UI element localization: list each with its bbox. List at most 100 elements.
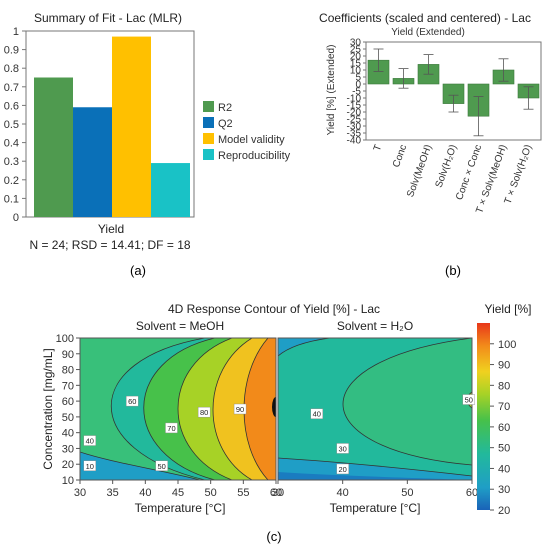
contour-label: 20 bbox=[338, 465, 346, 474]
colorbar-tick-label: 20 bbox=[498, 505, 510, 517]
panel-label-c: (c) bbox=[266, 529, 281, 544]
chart-b-ytick-label: -15 bbox=[347, 101, 362, 112]
chart-a-ytick-label: 0.1 bbox=[4, 193, 19, 205]
legend-label: Q2 bbox=[218, 118, 233, 130]
contour-label: 40 bbox=[86, 437, 94, 446]
chart-c-xtick-label: 45 bbox=[172, 487, 184, 499]
chart-a-ytick-label: 0.3 bbox=[4, 156, 19, 168]
chart-a-ytick-label: 0.4 bbox=[4, 138, 19, 150]
chart-b-xtick-label: Solv(H₂O) bbox=[434, 143, 460, 189]
chart-a-ytick-label: 0.8 bbox=[4, 63, 19, 75]
chart-c-ytick-label: 100 bbox=[56, 333, 74, 345]
legend-swatch bbox=[203, 149, 214, 160]
chart-b-xtick-label: Conc bbox=[391, 143, 409, 169]
chart-c-ytick-label: 70 bbox=[62, 380, 74, 392]
chart-b-ytick-label: -20 bbox=[347, 108, 362, 119]
chart-a-ytick-label: 0.9 bbox=[4, 45, 19, 57]
chart-c-ylabel: Concentration [mg/mL] bbox=[41, 348, 55, 469]
contour-label-box bbox=[336, 463, 349, 475]
chart-a-footnote: N = 24; RSD = 14.41; DF = 18 bbox=[29, 238, 190, 252]
colorbar-tick-label: 80 bbox=[498, 380, 510, 392]
contour-label-box bbox=[83, 435, 97, 446]
chart-b: Coefficients (scaled and centered) - Lac… bbox=[319, 11, 542, 278]
contour-label: 60 bbox=[128, 397, 136, 406]
contour-label-box bbox=[126, 395, 139, 407]
chart-c-right-title: Solvent = H₂O bbox=[337, 319, 413, 333]
contour-label-box bbox=[197, 406, 211, 418]
legend-label: Reproducibility bbox=[218, 150, 291, 162]
chart-b-ytick-label: 5 bbox=[355, 73, 361, 84]
chart-c-ytick-label: 50 bbox=[62, 412, 74, 424]
contour-label: 80 bbox=[200, 408, 208, 417]
chart-b-ytick-label: -25 bbox=[347, 115, 362, 126]
chart-b-ytick-label: 0 bbox=[355, 80, 361, 91]
contour-label: 30 bbox=[338, 444, 346, 453]
panel-label-b: (b) bbox=[445, 263, 461, 278]
chart-b-ylabel: Yield [%] (Extended) bbox=[326, 45, 337, 136]
chart-b-title: Coefficients (scaled and centered) - Lac bbox=[319, 11, 531, 25]
chart-b-xtick-label: T bbox=[372, 143, 384, 153]
chart-c-xlabel-right: Temperature [°C] bbox=[330, 501, 421, 515]
legend-swatch bbox=[203, 117, 214, 128]
contour-panel-meoh bbox=[80, 338, 276, 480]
chart-c-left-title: Solvent = MeOH bbox=[136, 319, 224, 333]
chart-b-ytick-label: 30 bbox=[350, 38, 362, 49]
chart-a-ytick-label: 0.7 bbox=[4, 82, 19, 94]
contour-label: 50 bbox=[465, 396, 473, 405]
contour-label-box bbox=[310, 408, 323, 419]
contour-panel-h2o bbox=[278, 338, 472, 480]
contour-label-box bbox=[165, 422, 178, 434]
colorbar-tick-label: 50 bbox=[498, 443, 510, 455]
colorbar-tick-label: 100 bbox=[498, 339, 516, 351]
chart-c-ytick-label: 60 bbox=[62, 396, 74, 408]
chart-c-ytick-label: 80 bbox=[62, 365, 74, 377]
chart-c-xtick-label: 60 bbox=[270, 487, 282, 499]
chart-c-xtick-label: 35 bbox=[107, 487, 119, 499]
chart-c-xtick-label: 60 bbox=[466, 487, 478, 499]
chart-b-ytick-label: -30 bbox=[347, 122, 362, 133]
chart-a-bar-reproducibility bbox=[151, 163, 190, 217]
colorbar bbox=[477, 323, 490, 510]
contour-label: 90 bbox=[236, 405, 244, 414]
chart-b-ytick-label: 20 bbox=[350, 52, 362, 63]
colorbar-label: Yield [%] bbox=[485, 302, 532, 316]
contour-label-box bbox=[462, 394, 475, 405]
chart-c-xtick-label: 30 bbox=[272, 487, 284, 499]
contour-label: 50 bbox=[157, 462, 165, 471]
legend-label: R2 bbox=[218, 102, 232, 114]
chart-a-bar-q2 bbox=[73, 107, 112, 217]
chart-c-ytick-label: 90 bbox=[62, 349, 74, 361]
colorbar-tick-label: 90 bbox=[498, 360, 510, 372]
contour-label-box bbox=[155, 460, 168, 471]
contour-label: 70 bbox=[167, 424, 175, 433]
chart-c: 4D Response Contour of Yield [%] - Lac S… bbox=[41, 302, 531, 544]
chart-b-ytick-label: 15 bbox=[350, 59, 362, 70]
chart-c-xtick-label: 30 bbox=[74, 487, 86, 499]
chart-b-ytick-label: -10 bbox=[347, 94, 362, 105]
chart-c-ytick-label: 20 bbox=[62, 459, 74, 471]
chart-b-ytick-label: -35 bbox=[347, 129, 362, 140]
chart-c-ytick-label: 10 bbox=[62, 475, 74, 487]
chart-a-bar-r2 bbox=[34, 77, 73, 217]
chart-a-xlabel: Yield bbox=[98, 222, 124, 236]
chart-c-xlabel-left: Temperature [°C] bbox=[135, 501, 226, 515]
contour-panel-h2o-frame bbox=[277, 337, 473, 481]
chart-c-ytick-label: 40 bbox=[62, 428, 74, 440]
colorbar-tick-label: 40 bbox=[498, 463, 510, 475]
chart-b-ytick-label: -40 bbox=[347, 136, 362, 147]
chart-b-ytick-label: 25 bbox=[350, 45, 362, 56]
chart-b-subtitle: Yield (Extended) bbox=[391, 27, 465, 38]
chart-a-title: Summary of Fit - Lac (MLR) bbox=[34, 11, 182, 25]
chart-a-ytick-label: 0.5 bbox=[4, 119, 19, 131]
contour-label-box bbox=[233, 403, 247, 415]
chart-b-xtick-label: Solv(MeOH) bbox=[405, 143, 434, 198]
chart-a-ytick-label: 0.2 bbox=[4, 175, 19, 187]
chart-c-xtick-label: 50 bbox=[205, 487, 217, 499]
chart-c-xtick-label: 50 bbox=[401, 487, 413, 499]
chart-c-ytick-label: 30 bbox=[62, 443, 74, 455]
legend-swatch bbox=[203, 101, 214, 112]
colorbar-tick-label: 60 bbox=[498, 422, 510, 434]
chart-a-ytick-label: 0.6 bbox=[4, 100, 19, 112]
colorbar-tick-label: 70 bbox=[498, 401, 510, 413]
